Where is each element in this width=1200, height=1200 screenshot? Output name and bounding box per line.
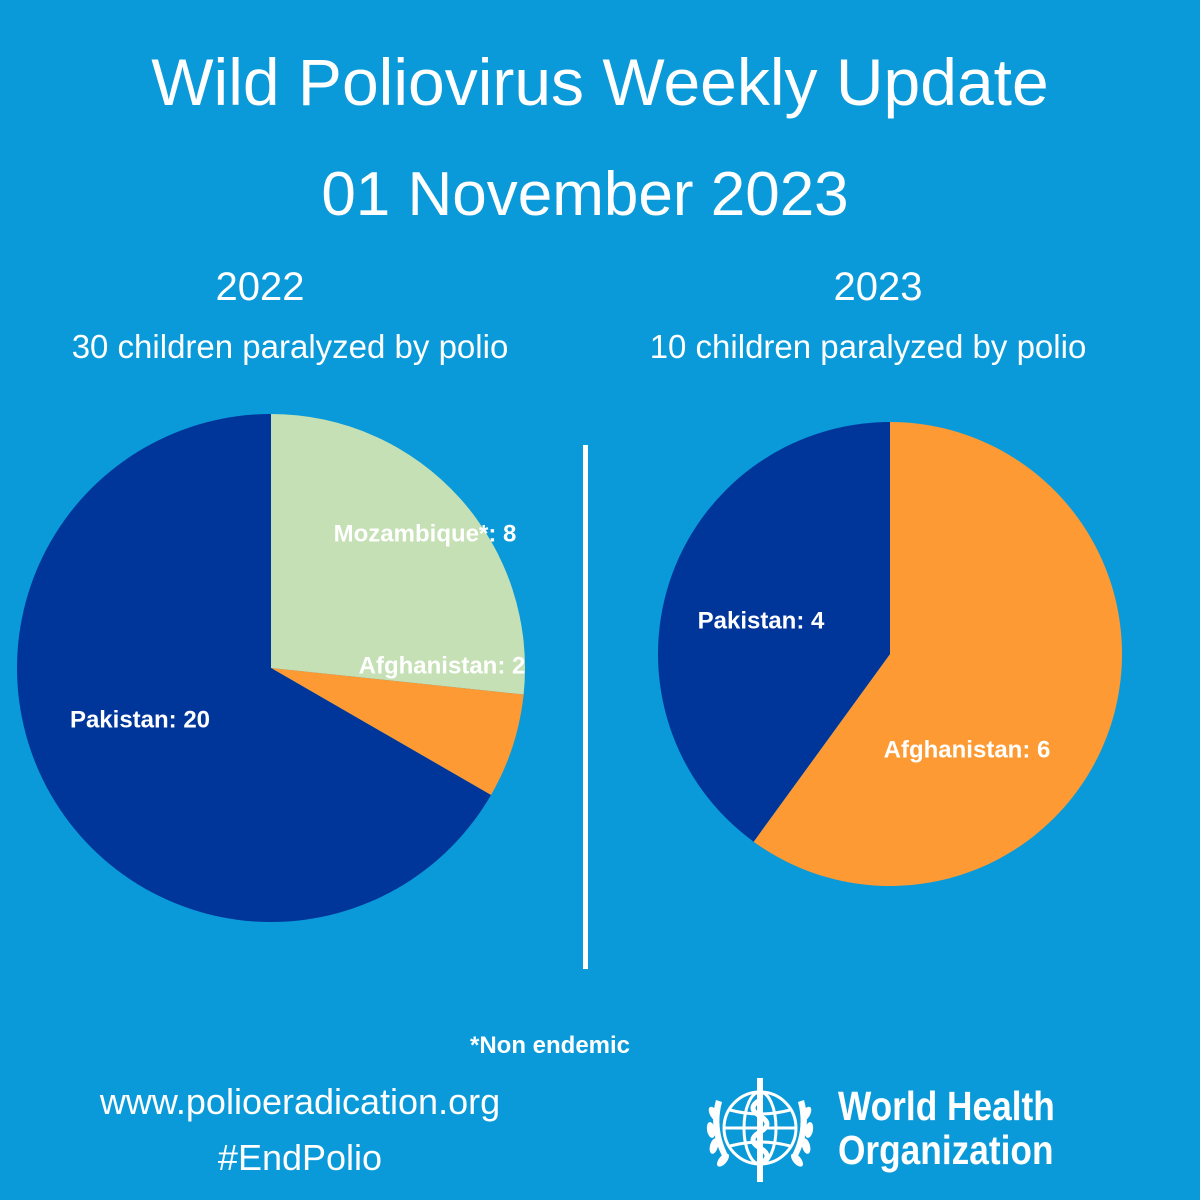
who-org-name-line2: Organization [838,1127,1054,1173]
pie-slice-afghanistan-2022 [271,668,524,795]
who-emblem-icon [706,1078,814,1182]
chart-2022-year: 2022 [215,265,305,309]
update-date: 01 November 2023 [321,160,849,229]
chart-divider [583,445,588,969]
page-title: Wild Poliovirus Weekly Update [151,45,1049,119]
pie-slice-afghanistan-2023 [753,422,1122,886]
chart-2023-subtitle: 10 children paralyzed by polio [649,328,1087,365]
non-endemic-footnote: *Non endemic [470,1032,631,1059]
pie-label-pakistan-2023: Pakistan: 4 [698,607,825,634]
website-link[interactable]: www.polioeradication.org [99,1081,501,1122]
pie-chart-2023: Afghanistan: 6 Pakistan: 4 [658,422,1122,886]
who-org-name: World Health Organization [838,1084,1096,1172]
pie-slice-pakistan-2022 [17,414,491,922]
pie-chart-2022: Mozambique*: 8 Afghanistan: 2 Pakistan: 20 [17,414,526,922]
pie-slice-pakistan-2023 [658,422,890,842]
chart-2022-subtitle: 30 children paralyzed by polio [71,328,509,365]
pie-label-mozambique-2022: Mozambique*: 8 [334,520,517,547]
pie-slice-mozambique-2022 [271,414,525,695]
pie-label-afghanistan-2023: Afghanistan: 6 [884,736,1051,763]
hashtag: #EndPolio [217,1137,383,1178]
who-org-name-line1: World Health [838,1083,1055,1129]
pie-label-pakistan-2022: Pakistan: 20 [70,706,210,733]
chart-2023-year: 2023 [833,265,923,309]
pie-label-afghanistan-2022: Afghanistan: 2 [359,652,526,679]
